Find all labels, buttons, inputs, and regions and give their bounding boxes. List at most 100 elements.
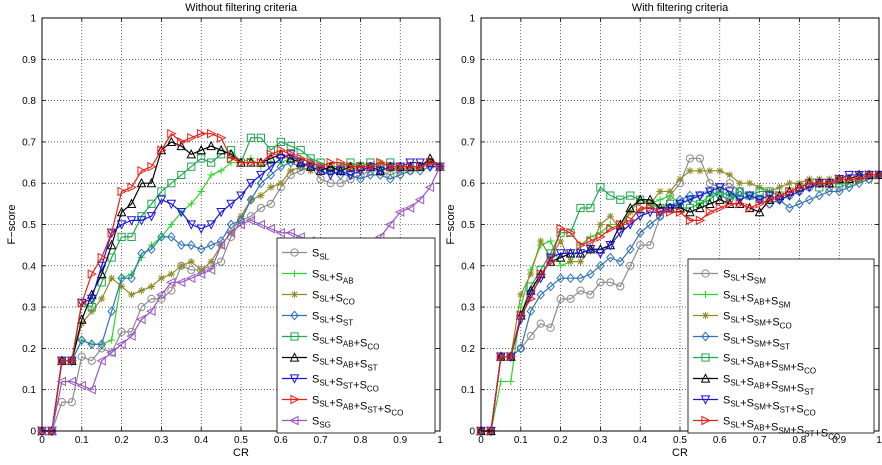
data-point [596,260,605,271]
data-point [636,208,644,216]
data-point [555,249,566,259]
data-point [536,319,545,328]
x-axis-label: CR [672,447,688,459]
data-point [496,351,507,362]
data-point [167,179,176,188]
data-point [285,153,296,163]
data-point [526,331,535,341]
data-point [606,278,615,287]
data-point [675,207,686,217]
data-point [306,157,316,168]
data-point [127,273,136,284]
data-point [286,141,295,151]
legend-entry-s-sl-s-ab-s-st: SSL+SAB+SST [282,352,378,373]
data-point [286,157,296,168]
data-point [166,277,176,288]
data-point [815,190,824,201]
data-point [215,240,226,250]
data-point [216,208,226,218]
data-point [735,199,745,209]
data-point [186,220,197,230]
legend-label: SSL+SST+SCO [312,374,379,394]
data-point [157,274,165,282]
data-point [97,339,106,350]
legend-marker [701,331,710,342]
data-point [226,199,236,210]
data-point [255,219,265,230]
y-axis-label: F−score [6,204,18,244]
data-point [335,166,346,177]
data-point [404,203,415,213]
data-point [545,253,556,263]
legend-marker [701,311,710,320]
data-point [695,191,705,201]
x-tick-label: 0.2 [554,435,568,446]
data-point [137,303,146,312]
data-point [736,179,744,187]
data-point [177,262,185,270]
data-point [257,191,265,200]
data-point [77,352,86,361]
data-point [706,167,714,175]
data-point [127,291,136,299]
data-point [187,265,196,275]
data-point [586,203,595,213]
data-point [685,195,695,206]
series-group [476,154,882,437]
y-tick-label: 0.2 [22,344,36,355]
data-point [275,154,286,164]
data-point [844,182,854,193]
data-point [556,273,565,284]
data-point [646,203,656,213]
data-point [207,171,215,179]
data-point [696,167,704,175]
data-point [517,291,525,299]
data-point [336,169,345,180]
data-point [207,158,216,167]
data-point [775,183,784,191]
data-point [137,286,146,295]
data-point [755,199,765,209]
data-point [744,191,755,201]
data-point [236,191,246,201]
x-axis-label: CR [233,447,249,459]
data-point [107,253,116,262]
data-point [415,158,425,168]
data-point [56,376,66,387]
data-point [266,199,275,208]
x-tick-label: 0.4 [194,435,208,446]
data-point [267,158,275,167]
data-point [756,183,764,191]
data-point [76,380,86,391]
data-point [246,133,256,142]
data-point [116,220,127,230]
y-tick-label: 0.7 [22,137,36,148]
data-point [497,377,505,386]
data-point [516,310,527,321]
data-point [375,166,386,177]
y-tick-label: 0.3 [22,303,36,314]
data-point [127,182,137,193]
data-point [616,225,624,233]
data-point [546,256,556,267]
legend-label: SSL+SSM [723,269,766,286]
data-point [246,194,256,205]
data-point [96,261,107,272]
x-tick-label: 1 [437,435,443,446]
data-point [196,224,207,234]
data-point [414,194,425,205]
data-point [177,170,186,180]
legend-box [687,258,875,434]
data-point [626,191,635,200]
data-point [557,262,565,270]
legend-marker [701,353,710,362]
x-tick-label: 0.3 [154,435,168,446]
data-point [675,199,685,210]
data-point [716,167,724,175]
data-point [256,170,266,181]
data-point [266,149,277,160]
data-point [78,320,86,328]
data-point [526,306,536,317]
data-point [685,154,695,163]
